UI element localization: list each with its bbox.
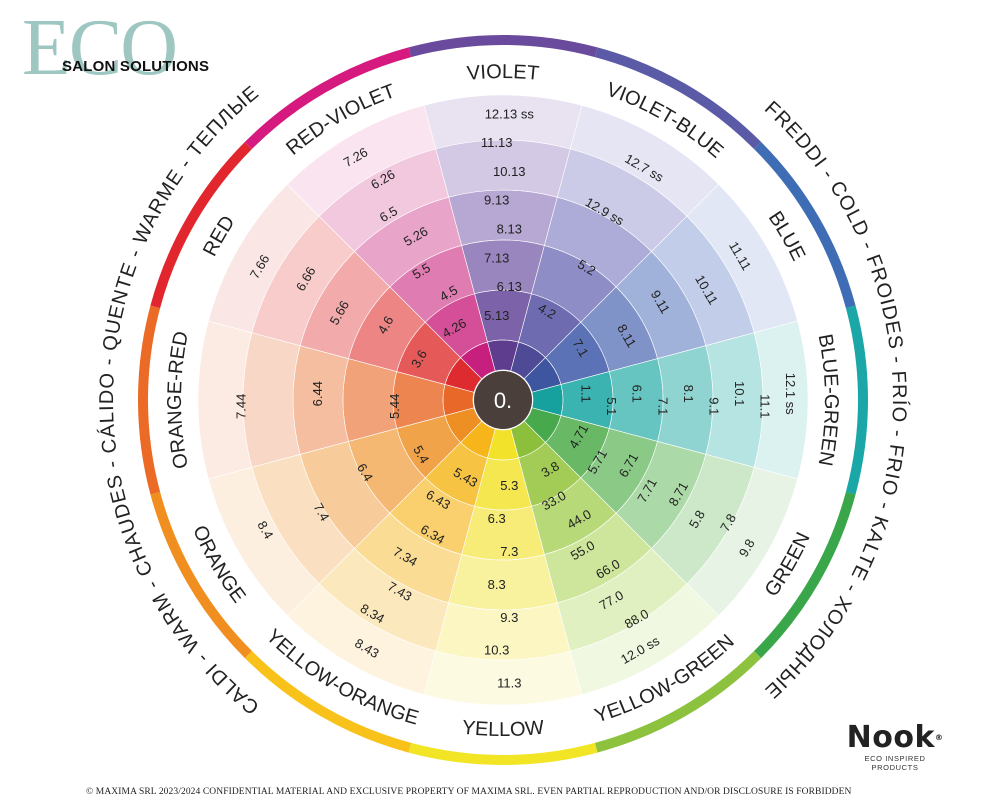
outer-ring-blue-green — [845, 305, 868, 495]
color-code-blue-green: 10.1 — [732, 381, 747, 406]
color-code-yellow: 9.3 — [500, 610, 518, 625]
color-code-yellow: 10.3 — [484, 643, 509, 658]
color-code-blue-green: 8.1 — [681, 385, 696, 403]
color-code-violet: 5.13 — [484, 308, 509, 323]
outer-ring-green — [754, 491, 856, 659]
color-code-blue-green: 11.1 — [758, 394, 773, 418]
segment-label-red: RED — [199, 212, 239, 260]
salon-solutions-text: SALON SOLUTIONS — [62, 58, 210, 75]
color-code-violet: 11.13 — [481, 135, 513, 150]
outer-ring-orange — [150, 491, 252, 659]
color-code-blue-green: 12.1 ss — [783, 373, 798, 415]
color-code-blue-green: 1.1 — [579, 385, 594, 403]
outer-ring-violet-blue — [594, 47, 762, 149]
color-code-violet: 7.13 — [484, 250, 509, 265]
color-code-blue-green: 7.1 — [655, 397, 670, 415]
segment-label-violet: VIOLET — [466, 61, 540, 85]
color-code-orange-red: 5.44 — [387, 394, 402, 419]
center-dot — [474, 371, 532, 429]
registered-mark: ® — [934, 733, 944, 742]
nook-brand: Nook® ECO INSPIRED PRODUCTS — [840, 720, 950, 773]
color-code-violet: 10.13 — [493, 164, 526, 179]
center-label: 0. — [494, 388, 512, 413]
color-code-violet: 6.13 — [497, 279, 522, 294]
outer-ring-blue — [754, 141, 856, 309]
color-code-yellow: 7.3 — [500, 544, 518, 559]
eco-logo-text: ECO — [22, 4, 178, 92]
segment-orange-red-band-5 — [242, 332, 301, 468]
color-code-yellow: 11.3 — [497, 676, 521, 691]
color-code-yellow: 5.3 — [500, 478, 518, 493]
outer-ring-red-violet — [244, 47, 412, 149]
eco-salon-logo: ECO SALON SOLUTIONS — [22, 8, 242, 90]
color-code-yellow: 8.3 — [488, 577, 506, 592]
segment-label-blue-green: BLUE-GREEN — [814, 332, 842, 467]
outer-ring-orange-red — [137, 305, 161, 495]
color-code-orange-red: 6.44 — [310, 381, 325, 406]
outer-ring-violet — [408, 35, 598, 58]
nook-tagline: ECO INSPIRED PRODUCTS — [864, 754, 926, 772]
nook-logo-text: Nook — [846, 720, 935, 755]
outer-ring-yellow-green — [594, 651, 762, 753]
copyright-footer: © MAXIMA SRL 2023/2024 CONFIDENTIAL MATE… — [86, 787, 852, 797]
outer-ring-yellow — [408, 742, 598, 765]
segment-label-yellow: YELLOW — [461, 717, 545, 741]
outer-ring-yellow-orange — [244, 651, 412, 753]
color-code-violet: 8.13 — [497, 221, 522, 236]
segment-red-violet-band-6 — [286, 105, 437, 217]
color-code-blue-green: 6.1 — [630, 385, 645, 403]
color-code-violet: 9.13 — [484, 193, 509, 208]
color-code-blue-green: 9.1 — [706, 397, 721, 415]
color-code-yellow: 6.3 — [488, 511, 506, 526]
outer-ring-red — [150, 141, 252, 309]
color-code-orange-red: 7.44 — [233, 394, 248, 419]
color-code-blue-green: 5.1 — [604, 397, 619, 415]
segment-label-orange-red: ORANGE-RED — [164, 329, 193, 470]
color-code-violet: 12.13 ss — [485, 106, 535, 121]
